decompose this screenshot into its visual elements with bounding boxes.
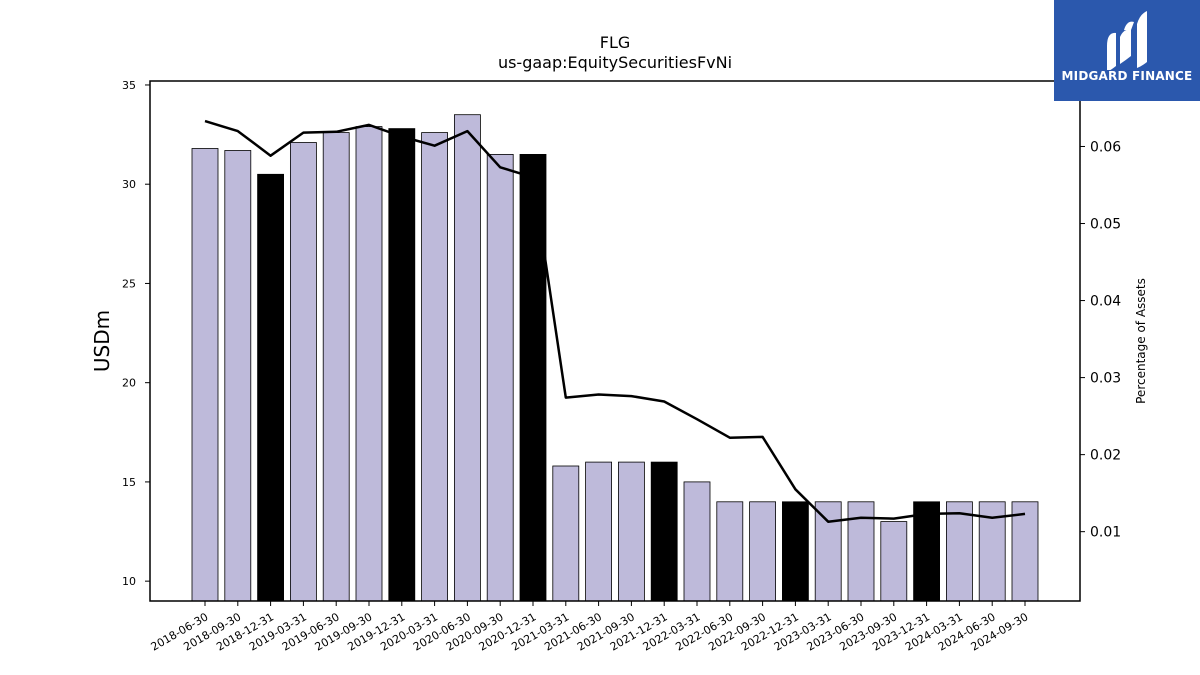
y2-tick-label: 0.06 [1090,139,1121,155]
bar [650,461,678,602]
bar [1011,501,1039,602]
bar [585,461,612,602]
brand-name: MIDGARD FINANCE [1061,69,1193,83]
y2-axis-label: Percentage of Assets [1134,278,1148,404]
bar [749,501,776,602]
bar [191,148,219,602]
y-tick-label: 30 [122,178,136,191]
y-axis-label: USDm [90,310,114,372]
bar [224,150,252,602]
y2-tick-label: 0.03 [1090,371,1121,387]
brand-logo: MIDGARD FINANCE [1054,0,1200,101]
bar [322,132,350,602]
chart-title: FLG [600,33,631,52]
x-axis-ticks: 2018-06-302018-09-302018-12-312019-03-31… [149,601,1031,654]
bar [618,461,645,602]
bar [388,128,416,602]
y-tick-label: 15 [122,476,136,489]
y2-tick-label: 0.05 [1090,217,1121,233]
bar [880,521,908,602]
bar [289,142,317,602]
bar [453,114,481,602]
y2-tick-label: 0.04 [1090,294,1121,310]
bar [552,465,580,602]
chart-subtitle: us-gaap:EquitySecuritiesFvNi [498,53,732,72]
bar [421,132,449,602]
right-axis-ticks: 0.01 0.02 0.03 0.04 0.05 0.06 [1080,139,1121,541]
y-tick-label: 20 [122,377,136,390]
bar [716,501,744,602]
bar [814,501,842,602]
brand-mark-icon [1107,11,1147,70]
y-tick-label: 35 [122,79,136,92]
bar [782,501,809,602]
bars-layer [191,114,1039,602]
y-tick-label: 10 [122,575,136,588]
left-axis-ticks: 10 15 20 25 30 35 [122,79,150,588]
plot-frame [149,80,1081,602]
bar [355,126,383,602]
line-layer [204,119,1026,523]
y2-tick-label: 0.02 [1090,448,1121,464]
percentage-line [204,119,1026,523]
bar [257,173,285,602]
bar [683,481,711,602]
bar [519,153,547,602]
bar [486,153,514,602]
bar [946,501,973,602]
y-tick-label: 25 [122,277,136,290]
bar [913,501,940,602]
y2-tick-label: 0.01 [1090,525,1121,541]
